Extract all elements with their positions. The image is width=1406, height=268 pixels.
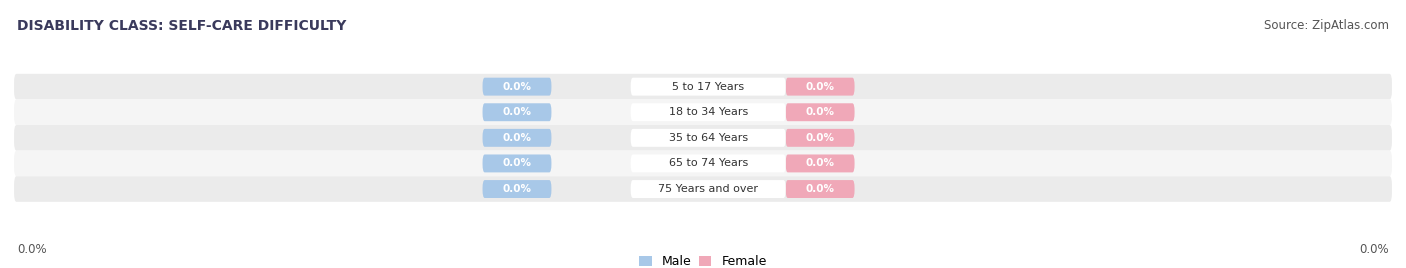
FancyBboxPatch shape	[14, 151, 1392, 176]
FancyBboxPatch shape	[14, 99, 1392, 125]
Text: 0.0%: 0.0%	[806, 107, 835, 117]
Text: 65 to 74 Years: 65 to 74 Years	[668, 158, 748, 169]
FancyBboxPatch shape	[482, 180, 551, 198]
Text: 0.0%: 0.0%	[806, 158, 835, 169]
Text: Source: ZipAtlas.com: Source: ZipAtlas.com	[1264, 19, 1389, 32]
Text: 0.0%: 0.0%	[806, 82, 835, 92]
Text: 0.0%: 0.0%	[806, 184, 835, 194]
Text: 0.0%: 0.0%	[502, 82, 531, 92]
FancyBboxPatch shape	[482, 78, 551, 96]
FancyBboxPatch shape	[631, 78, 786, 96]
FancyBboxPatch shape	[14, 176, 1392, 202]
Text: 0.0%: 0.0%	[17, 243, 46, 256]
FancyBboxPatch shape	[482, 129, 551, 147]
FancyBboxPatch shape	[786, 129, 855, 147]
Text: 18 to 34 Years: 18 to 34 Years	[668, 107, 748, 117]
Text: 0.0%: 0.0%	[502, 133, 531, 143]
Text: 0.0%: 0.0%	[502, 184, 531, 194]
FancyBboxPatch shape	[631, 154, 786, 172]
FancyBboxPatch shape	[786, 78, 855, 96]
FancyBboxPatch shape	[14, 125, 1392, 151]
Text: 0.0%: 0.0%	[806, 133, 835, 143]
FancyBboxPatch shape	[786, 180, 855, 198]
Text: 0.0%: 0.0%	[502, 107, 531, 117]
Text: DISABILITY CLASS: SELF-CARE DIFFICULTY: DISABILITY CLASS: SELF-CARE DIFFICULTY	[17, 19, 346, 33]
FancyBboxPatch shape	[631, 103, 786, 121]
Legend: Male, Female: Male, Female	[640, 255, 766, 268]
Text: 35 to 64 Years: 35 to 64 Years	[669, 133, 748, 143]
FancyBboxPatch shape	[14, 74, 1392, 99]
FancyBboxPatch shape	[786, 103, 855, 121]
FancyBboxPatch shape	[482, 103, 551, 121]
FancyBboxPatch shape	[631, 180, 786, 198]
FancyBboxPatch shape	[482, 154, 551, 172]
Text: 0.0%: 0.0%	[502, 158, 531, 169]
Text: 75 Years and over: 75 Years and over	[658, 184, 758, 194]
FancyBboxPatch shape	[631, 129, 786, 147]
Text: 5 to 17 Years: 5 to 17 Years	[672, 82, 744, 92]
Text: 0.0%: 0.0%	[1360, 243, 1389, 256]
FancyBboxPatch shape	[786, 154, 855, 172]
